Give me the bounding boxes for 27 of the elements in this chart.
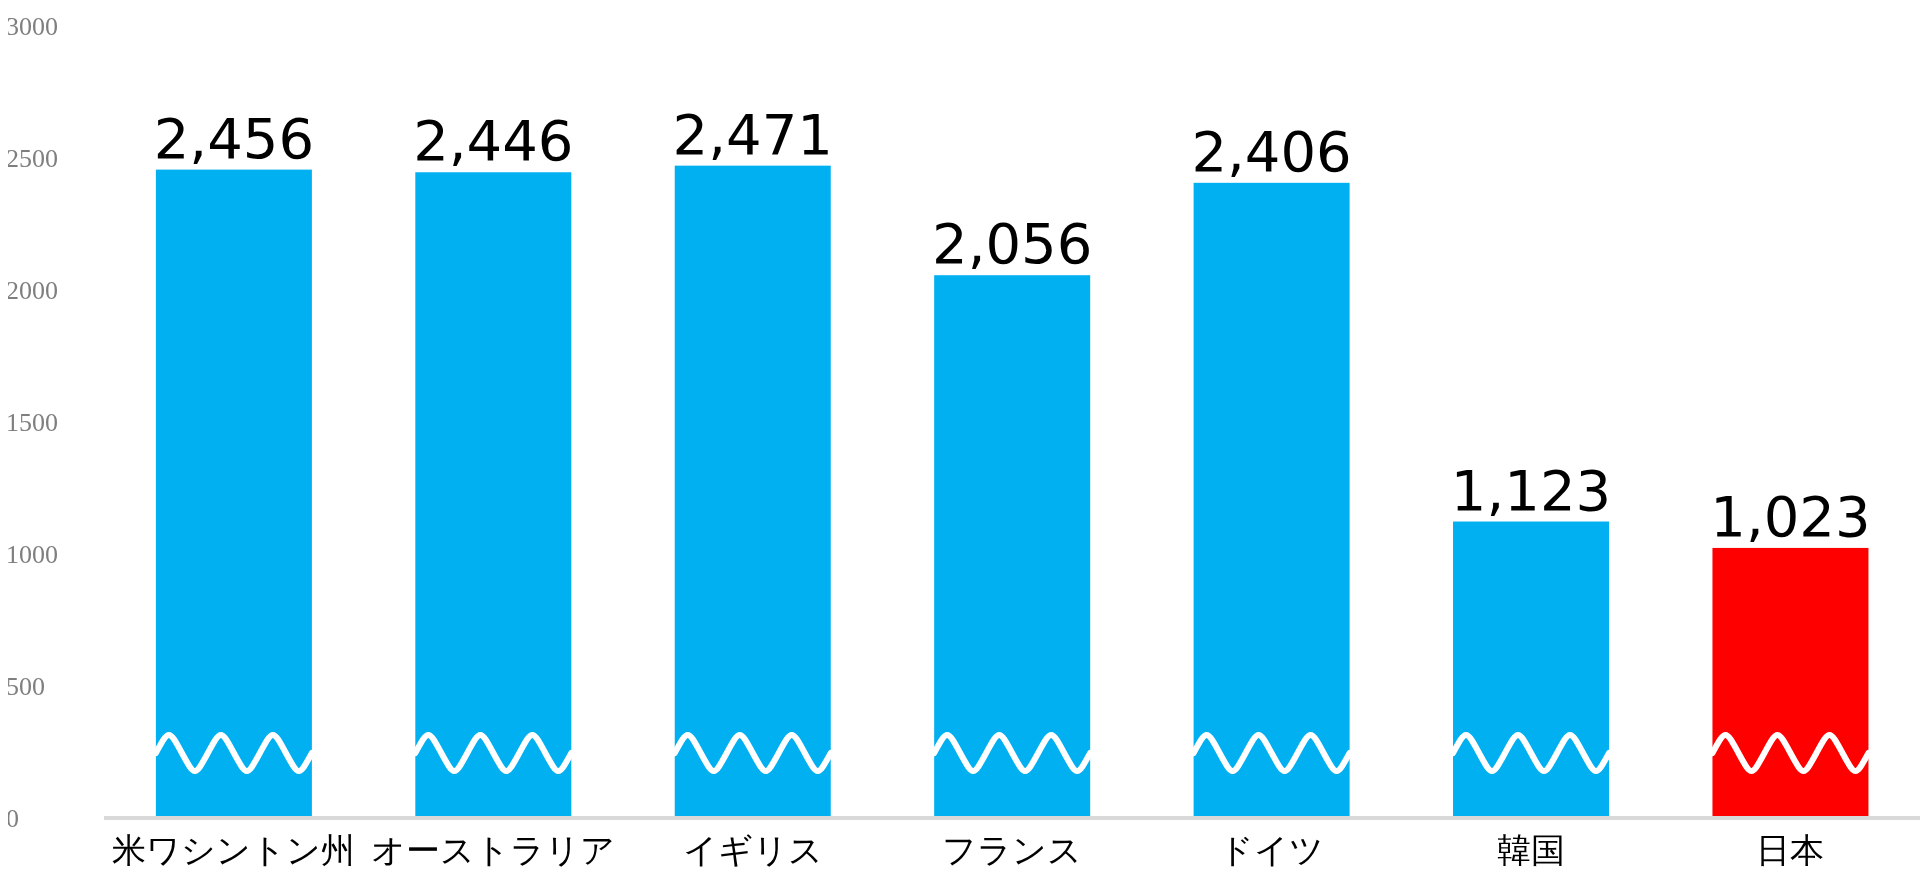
x-tick-label: 日本 <box>1756 830 1825 871</box>
y-tick-label: 2500 <box>6 144 58 174</box>
y-tick-label: 1500 <box>6 408 58 438</box>
y-tick-label: 2000 <box>6 276 58 306</box>
bar <box>155 169 312 818</box>
bar <box>934 275 1091 818</box>
data-label: 1,123 <box>1450 457 1612 523</box>
bar <box>1453 521 1610 818</box>
x-tick-label: オーストラリア <box>371 830 616 871</box>
x-tick-label: 米ワシントン州 <box>112 830 356 871</box>
x-tick-label: ドイツ <box>1218 830 1324 871</box>
data-label: 2,446 <box>413 108 574 174</box>
y-tick-label: 500 <box>6 672 45 702</box>
y-tick-label: 1000 <box>6 540 58 570</box>
x-tick-label: フランス <box>942 830 1082 871</box>
data-label: 2,471 <box>672 101 833 167</box>
y-tick-label: 3000 <box>6 12 58 42</box>
data-label: 1,023 <box>1710 483 1871 549</box>
x-tick-label: イギリス <box>682 830 823 871</box>
bar <box>1712 547 1869 818</box>
data-label: 2,456 <box>153 105 315 171</box>
x-tick-label: 韓国 <box>1496 830 1565 871</box>
bar <box>415 172 572 818</box>
data-label: 2,056 <box>932 211 1093 277</box>
data-label: 2,406 <box>1191 118 1352 184</box>
bar <box>1193 182 1350 818</box>
bar <box>674 165 831 818</box>
